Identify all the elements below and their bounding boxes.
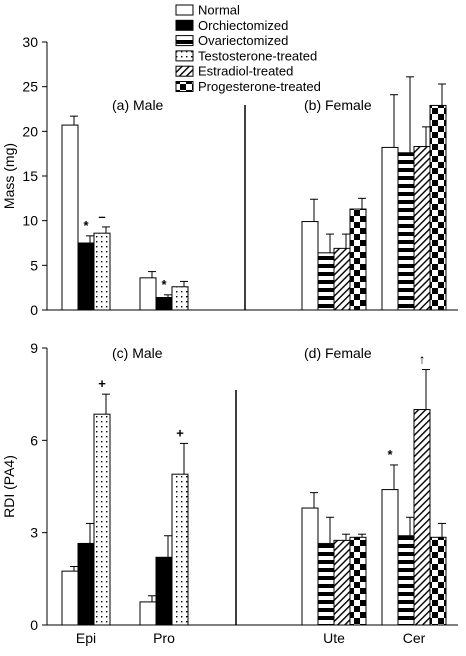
legend-label: Orchiectomized: [198, 18, 288, 33]
legend-label: Normal: [198, 3, 240, 18]
chart-rdi: 0 3 6 9 RDI (PA4) (c) Male (d) Female + Epi + Pro U…: [1, 340, 458, 646]
legend-label: Estradiol-treated: [198, 64, 293, 79]
bar: [155, 296, 173, 311]
y-tick-label: 9: [30, 340, 38, 356]
chart-mass: 0 5 10 15 20 25 30 Mass (mg) (a) Male (b) Female *…: [1, 34, 458, 318]
y-tick-label: 5: [30, 257, 38, 273]
bar: [397, 535, 415, 626]
category-label: Ute: [323, 630, 345, 646]
legend-swatch: [175, 19, 194, 31]
legend-swatch: [175, 35, 194, 47]
category-label: Pro: [153, 630, 175, 646]
y-tick-label: 6: [30, 432, 38, 448]
legend-label: Testosterone-treated: [198, 48, 317, 63]
y-tick-label: 25: [22, 79, 38, 95]
legend-label: Progesterone-treated: [198, 79, 321, 94]
category-label: Cer: [403, 630, 426, 646]
bar: [429, 536, 447, 626]
bar-annotation: –: [98, 209, 105, 224]
bar: [155, 556, 173, 626]
bar-annotation: *: [387, 447, 393, 462]
bar: [171, 473, 189, 626]
panel-label: (d) Female: [304, 345, 372, 361]
bar: [429, 104, 447, 311]
bar: [381, 146, 399, 311]
bar: [301, 507, 319, 626]
bar: [171, 286, 189, 311]
y-axis-title: Mass (mg): [1, 143, 17, 209]
bar: [333, 247, 351, 311]
bar: [349, 208, 367, 311]
legend: NormalOrchiectomizedOvariectomizedTestos…: [175, 3, 321, 94]
bar: [381, 489, 399, 626]
legend-swatch: [175, 4, 194, 16]
bar: [93, 413, 111, 626]
category-label: Epi: [76, 630, 96, 646]
legend-swatch: [175, 50, 194, 62]
legend-label: Ovariectomized: [198, 33, 288, 48]
panel-label: (b) Female: [304, 97, 372, 113]
bar: [139, 277, 157, 311]
bar-annotation: ↑: [419, 352, 426, 367]
bar: [139, 601, 157, 626]
bar-annotation: +: [98, 376, 106, 391]
bar: [77, 542, 95, 626]
y-tick-label: 15: [22, 168, 38, 184]
panel-label: (c) Male: [112, 345, 163, 361]
bar: [61, 124, 79, 311]
bar: [77, 242, 95, 311]
y-tick-label: 10: [22, 213, 38, 229]
bar: [93, 232, 111, 311]
bar: [61, 570, 79, 626]
bar: [333, 539, 351, 626]
panel-label: (a) Male: [112, 97, 164, 113]
y-tick-label: 0: [30, 302, 38, 318]
y-tick-label: 3: [30, 525, 38, 541]
y-tick-label: 20: [22, 123, 38, 139]
y-tick-label: 0: [30, 617, 38, 633]
bar-annotation: *: [83, 218, 89, 233]
bar: [317, 252, 335, 311]
bar: [349, 536, 367, 626]
bar: [301, 221, 319, 311]
bar: [397, 152, 415, 311]
legend-swatch: [175, 81, 194, 92]
legend-swatch: [175, 65, 194, 77]
bar-annotation: *: [161, 277, 167, 292]
bar: [317, 542, 335, 626]
y-tick-label: 30: [22, 34, 38, 50]
y-axis-title: RDI (PA4): [1, 455, 17, 518]
bar: [413, 146, 431, 311]
bar: [413, 409, 431, 626]
bar-annotation: +: [176, 425, 184, 440]
